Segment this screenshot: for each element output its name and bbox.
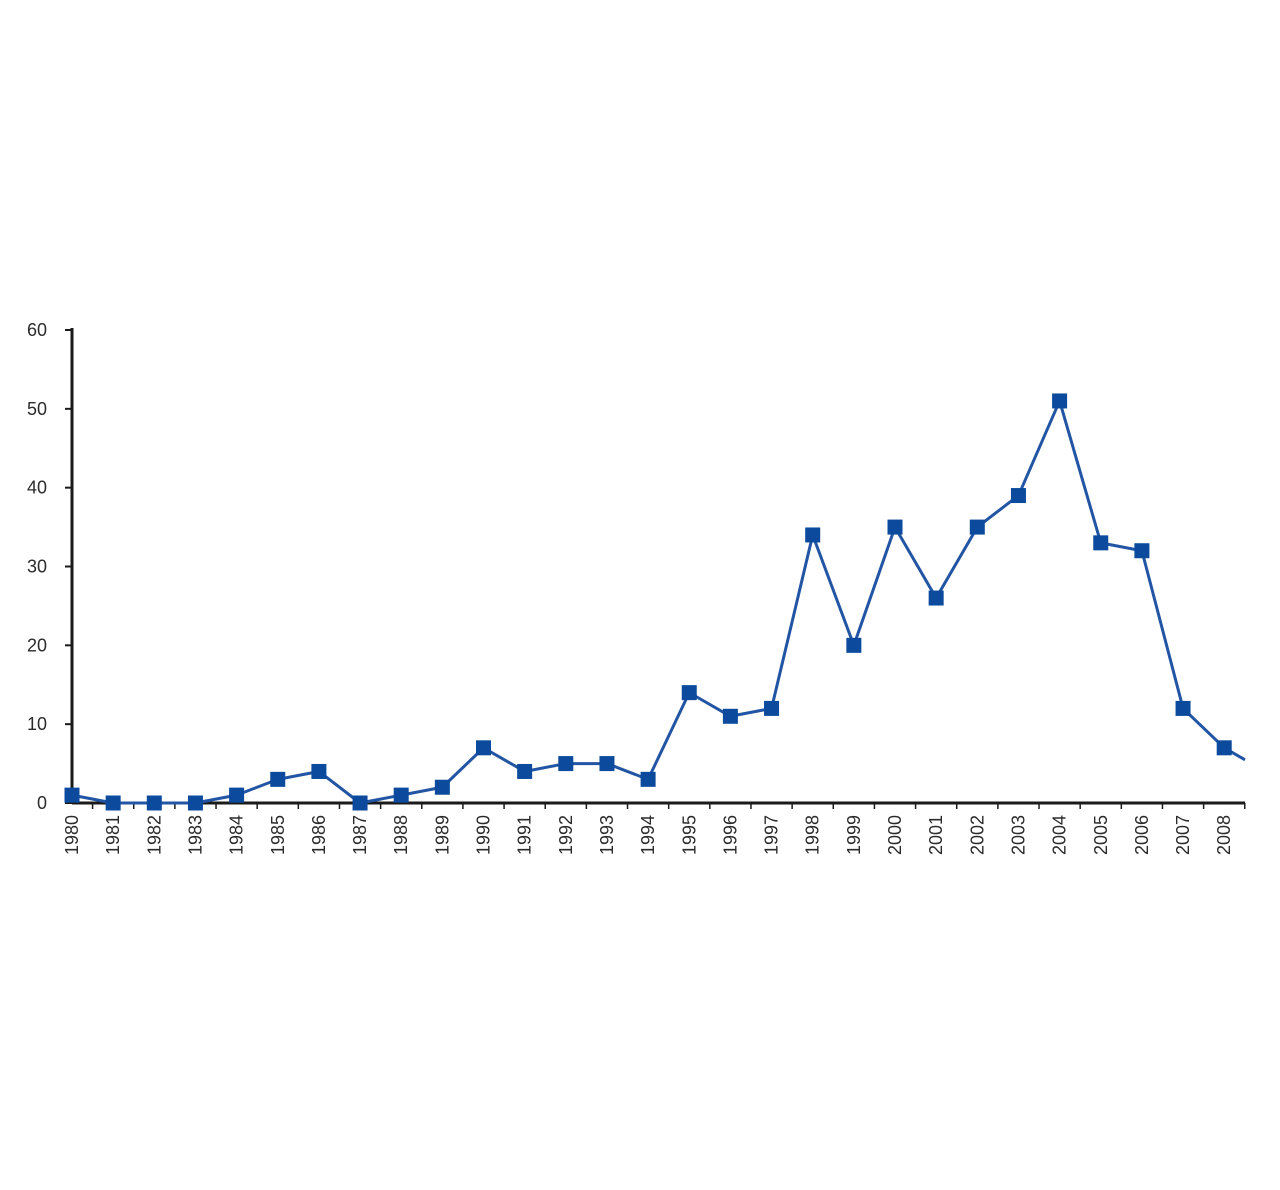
x-tick-label: 1997 xyxy=(762,815,782,855)
data-point-marker xyxy=(1093,535,1109,551)
y-tick-label: 0 xyxy=(37,793,47,813)
x-tick-label: 2000 xyxy=(885,815,905,855)
x-axis: 1980 1981 1982 1983 1984 1985 1986 1987 1988 1989… xyxy=(62,801,1246,855)
x-tick-label: 1994 xyxy=(638,815,658,855)
y-axis: 0 10 20 30 40 50 60 xyxy=(27,320,74,813)
data-point-marker xyxy=(187,795,203,811)
x-tick-label: 1987 xyxy=(350,815,370,855)
data-point-marker xyxy=(105,795,121,811)
data-point-marker xyxy=(1134,543,1150,559)
x-tick-label: 1995 xyxy=(679,815,699,855)
markers-group xyxy=(64,393,1232,811)
data-point-marker xyxy=(476,740,491,756)
x-tick-label: 1989 xyxy=(432,815,452,855)
data-point-marker xyxy=(805,527,821,543)
x-tick-label: 2003 xyxy=(1008,815,1028,855)
x-tick-label: 1999 xyxy=(844,815,864,855)
y-tick-label: 60 xyxy=(27,320,47,340)
x-tick-label: 1996 xyxy=(720,815,740,855)
data-point-marker xyxy=(887,519,903,535)
x-tick-label: 2005 xyxy=(1091,815,1111,855)
data-point-marker xyxy=(146,795,162,811)
x-tick-label: 1990 xyxy=(474,815,494,855)
data-point-marker xyxy=(640,771,656,787)
data-point-marker xyxy=(270,771,286,787)
x-tick-label: 2001 xyxy=(926,815,946,855)
y-tick-label: 30 xyxy=(27,557,47,577)
data-point-marker xyxy=(352,795,368,811)
data-point-marker xyxy=(928,590,944,606)
series-line-group xyxy=(71,399,1246,805)
data-point-marker xyxy=(393,787,409,803)
data-point-marker xyxy=(1052,393,1068,409)
y-tick-label: 40 xyxy=(27,478,47,498)
x-tick-label: 2002 xyxy=(967,815,987,855)
data-point-marker xyxy=(1010,488,1026,504)
data-point-marker xyxy=(229,787,245,803)
x-tick-label: 2004 xyxy=(1050,815,1070,855)
x-tick-label: 1998 xyxy=(803,815,823,855)
data-point-marker xyxy=(722,708,738,724)
x-tick-label: 2008 xyxy=(1214,815,1234,855)
y-tick-label: 50 xyxy=(27,399,47,419)
data-point-marker xyxy=(434,779,450,795)
x-tick-label: 2006 xyxy=(1132,815,1152,855)
data-point-marker xyxy=(599,756,615,772)
x-tick-label: 1982 xyxy=(144,815,164,855)
data-point-marker xyxy=(681,685,697,701)
data-point-marker xyxy=(311,763,327,779)
x-tick-label: 1984 xyxy=(227,815,247,855)
data-point-marker xyxy=(64,787,80,803)
x-tick-label: 1986 xyxy=(309,815,329,855)
data-point-marker xyxy=(558,756,574,772)
x-tick-label: 1985 xyxy=(268,815,288,855)
data-point-marker xyxy=(1175,700,1191,716)
x-tick-label: 1983 xyxy=(185,815,205,855)
x-tick-label: 2007 xyxy=(1173,815,1193,855)
x-tick-label: 1992 xyxy=(556,815,576,855)
y-tick-label: 20 xyxy=(27,635,47,655)
x-tick-label: 1981 xyxy=(103,815,123,855)
x-tick-label: 1988 xyxy=(391,815,411,855)
x-tick-label: 1991 xyxy=(515,815,535,855)
data-point-marker xyxy=(1216,740,1232,756)
x-tick-label: 1980 xyxy=(62,815,82,855)
data-point-marker xyxy=(517,763,533,779)
series-line xyxy=(71,399,1246,805)
data-point-marker xyxy=(764,700,780,716)
y-tick-label: 10 xyxy=(27,714,47,734)
x-tick-label: 1993 xyxy=(597,815,617,855)
data-point-marker xyxy=(969,519,985,535)
data-point-marker xyxy=(846,637,862,653)
